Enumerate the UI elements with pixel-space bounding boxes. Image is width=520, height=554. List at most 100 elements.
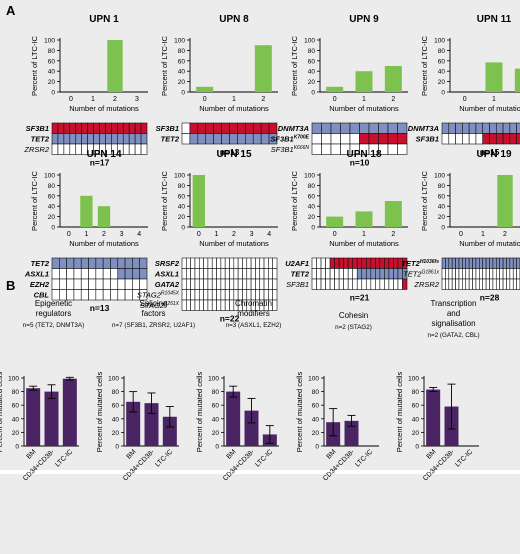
grid-cell	[73, 289, 82, 301]
grid-cell	[246, 257, 252, 269]
grid-cell	[66, 278, 75, 290]
y-tick-label: 60	[112, 403, 120, 410]
grid-cell	[105, 133, 112, 145]
bar	[355, 71, 373, 92]
grid-cell	[495, 268, 500, 280]
grid-cell	[190, 299, 196, 311]
grid-cell	[211, 278, 217, 290]
bar	[162, 416, 177, 446]
grid-cell	[334, 278, 340, 290]
y-tick-label: 40	[412, 416, 420, 423]
grid-cell	[190, 268, 196, 280]
grid-cell	[384, 278, 390, 290]
bar	[497, 175, 513, 227]
grid-cell	[489, 257, 494, 269]
grid-cell	[451, 278, 456, 290]
x-axis-label: Number of mutations	[459, 239, 520, 248]
grid-cell	[117, 133, 124, 145]
grid-cell	[472, 268, 477, 280]
grid-cell	[330, 122, 341, 134]
grid-cell	[502, 268, 507, 280]
chart-subtitle: n=5 (TET2, DNMT3A)	[23, 322, 84, 329]
grid-cell	[255, 257, 261, 269]
y-tick-label: 80	[308, 48, 316, 55]
y-tick-label: 100	[44, 173, 55, 180]
grid-cell	[311, 143, 322, 155]
sample-count: n=13	[220, 147, 240, 157]
gene-label: TET2	[161, 135, 180, 144]
grid-cell	[334, 257, 340, 269]
y-tick-label: 80	[178, 48, 186, 55]
grid-cell	[499, 257, 504, 269]
grid-cell	[186, 299, 191, 311]
grid-cell	[194, 257, 200, 269]
gene-label: SF3B1	[286, 280, 309, 289]
gene-label: STAG2E251X	[140, 301, 180, 310]
grid-cell	[233, 268, 239, 280]
grid-cell	[105, 122, 112, 134]
grid-cell	[330, 133, 341, 145]
chart-title: UPN 19	[476, 149, 511, 160]
grid-cell	[252, 133, 262, 145]
grid-cell	[502, 278, 507, 290]
y-axis-label: Percent of LTC-IC	[30, 170, 39, 230]
x-tick-label: 3	[135, 96, 139, 103]
grid-cell	[246, 268, 252, 280]
gene-label: SRSF2	[155, 259, 180, 268]
grid-cell	[512, 278, 517, 290]
grid-cell	[321, 133, 332, 145]
grid-cell	[349, 133, 360, 145]
y-tick-label: 0	[51, 90, 55, 97]
grid-cell	[329, 268, 335, 280]
grid-cell	[370, 278, 376, 290]
grid-cell	[88, 278, 97, 290]
grid-cell	[509, 278, 514, 290]
y-tick-label: 60	[178, 58, 186, 65]
grid-cell	[190, 257, 196, 269]
grid-cell	[140, 133, 148, 145]
y-tick-label: 40	[438, 204, 446, 211]
grid-cell	[198, 257, 204, 269]
grid-cell	[140, 143, 148, 155]
grid-cell	[356, 278, 363, 290]
grid-cell	[272, 257, 278, 269]
grid-cell	[233, 257, 239, 269]
sample-count: n=21	[350, 293, 370, 303]
grid-cell	[441, 122, 450, 134]
grid-cell	[255, 268, 261, 280]
y-tick-label: 0	[115, 444, 119, 451]
bar	[514, 68, 520, 92]
grid-cell	[311, 133, 322, 145]
y-tick-label: 40	[48, 69, 56, 76]
y-tick-label: 80	[112, 389, 120, 396]
grid-cell	[311, 122, 322, 134]
grid-cell	[445, 257, 450, 269]
grid-cell	[224, 278, 230, 290]
grid-cell	[263, 278, 269, 290]
grid-cell	[203, 278, 209, 290]
grid-cell	[359, 122, 370, 134]
y-tick-label: 0	[311, 90, 315, 97]
y-axis-label: Percent of LTC-IC	[160, 35, 169, 95]
grid-cell	[465, 268, 470, 280]
grid-cell	[325, 278, 331, 290]
grid-cell	[216, 278, 222, 290]
y-tick-label: 60	[438, 193, 446, 200]
grid-cell	[462, 133, 470, 145]
grid-cell	[465, 257, 470, 269]
grid-cell	[198, 299, 204, 311]
grid-cell	[506, 268, 511, 280]
grid-cell	[499, 268, 504, 280]
grid-cell	[207, 299, 213, 311]
grid-cell	[445, 268, 450, 280]
chart-title: UPN 15	[216, 149, 251, 160]
y-tick-label: 80	[308, 183, 316, 190]
y-tick-label: 40	[48, 204, 56, 211]
grid-cell	[311, 268, 317, 280]
grid-cell	[482, 268, 487, 280]
y-tick-label: 0	[441, 90, 445, 97]
y-tick-label: 60	[48, 58, 56, 65]
chart-upn15: UPN 15 0 20 40 60 80 100 Percent of LTC-IC 0 1 2 3 4…	[137, 149, 278, 324]
grid-cell	[397, 133, 408, 145]
grid-cell	[512, 268, 517, 280]
